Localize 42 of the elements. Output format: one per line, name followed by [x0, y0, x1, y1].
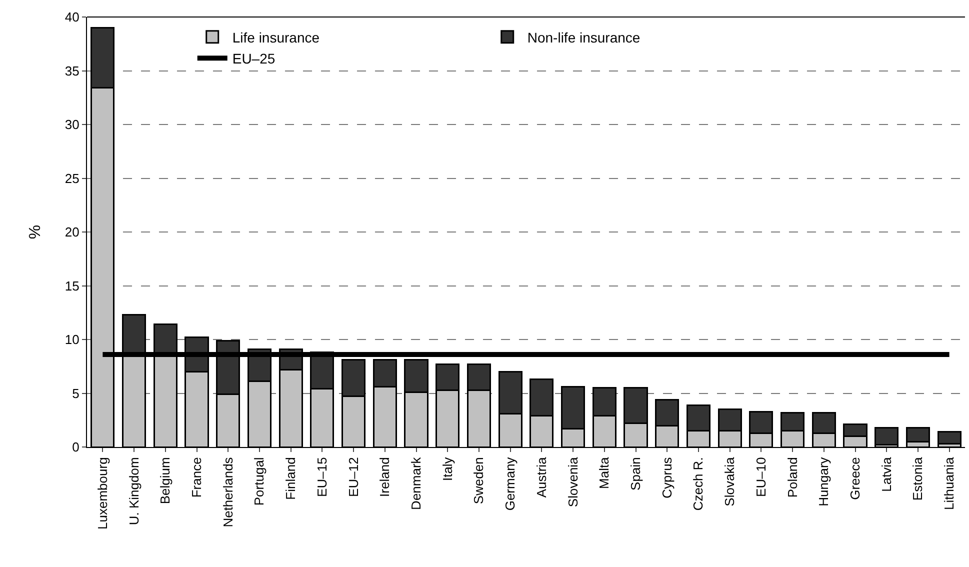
x-tick-label: Sweden	[471, 457, 486, 504]
x-tick-label: U. Kingdom	[126, 457, 142, 526]
x-tick-label: Estonia	[910, 456, 926, 501]
y-axis-title: %	[26, 224, 44, 240]
y-tick-label: 40	[64, 10, 80, 25]
legend-label: Non-life insurance	[527, 29, 640, 46]
x-tick-label: Austria	[534, 456, 549, 498]
x-tick-label: Luxembourg	[94, 457, 110, 530]
x-tick-label: EU–12	[346, 457, 361, 497]
x-tick-label: Czech R.	[690, 457, 706, 511]
x-tick-label: Italy	[440, 456, 455, 482]
y-tick-label: 20	[64, 224, 80, 240]
x-tick-label: Belgium	[158, 457, 173, 504]
x-tick-label: France	[188, 457, 204, 498]
x-tick-label: Portugal	[252, 457, 267, 506]
legend-label: Life insurance	[232, 29, 320, 46]
y-tick-label: 30	[64, 117, 80, 132]
x-tick-label: Germany	[502, 456, 518, 511]
y-tick-label: 15	[64, 278, 80, 294]
y-tick-label: 0	[72, 440, 80, 455]
bar	[937, 431, 962, 445]
x-tick-label: EU–10	[753, 457, 768, 497]
x-tick-label: Denmark	[408, 456, 424, 510]
x-tick-label: Latvia	[878, 456, 894, 492]
x-tick-label: Poland	[784, 457, 800, 498]
y-tick-label: 5	[72, 386, 80, 401]
y-tick-label: 25	[64, 170, 80, 186]
x-tick-label: Slovakia	[722, 456, 738, 506]
y-tick-label: 35	[64, 63, 80, 78]
x-tick-label: Netherlands	[220, 456, 236, 528]
y-tick-label: 10	[64, 332, 80, 348]
x-tick-label: Finland	[283, 457, 298, 500]
legend-label: EU–25	[232, 50, 276, 67]
x-tick-label: Hungary	[816, 456, 832, 506]
x-tick-label: Malta	[596, 456, 612, 489]
x-tick-label: EU–15	[314, 457, 330, 497]
x-tick-label: Spain	[628, 457, 643, 490]
x-tick-label: Cyprus	[659, 456, 674, 498]
x-tick-label: Lithuania	[942, 456, 957, 510]
x-tick-label: Ireland	[377, 457, 392, 497]
x-tick-label: Slovenia	[565, 456, 580, 508]
x-tick-label: Greece	[847, 457, 862, 500]
